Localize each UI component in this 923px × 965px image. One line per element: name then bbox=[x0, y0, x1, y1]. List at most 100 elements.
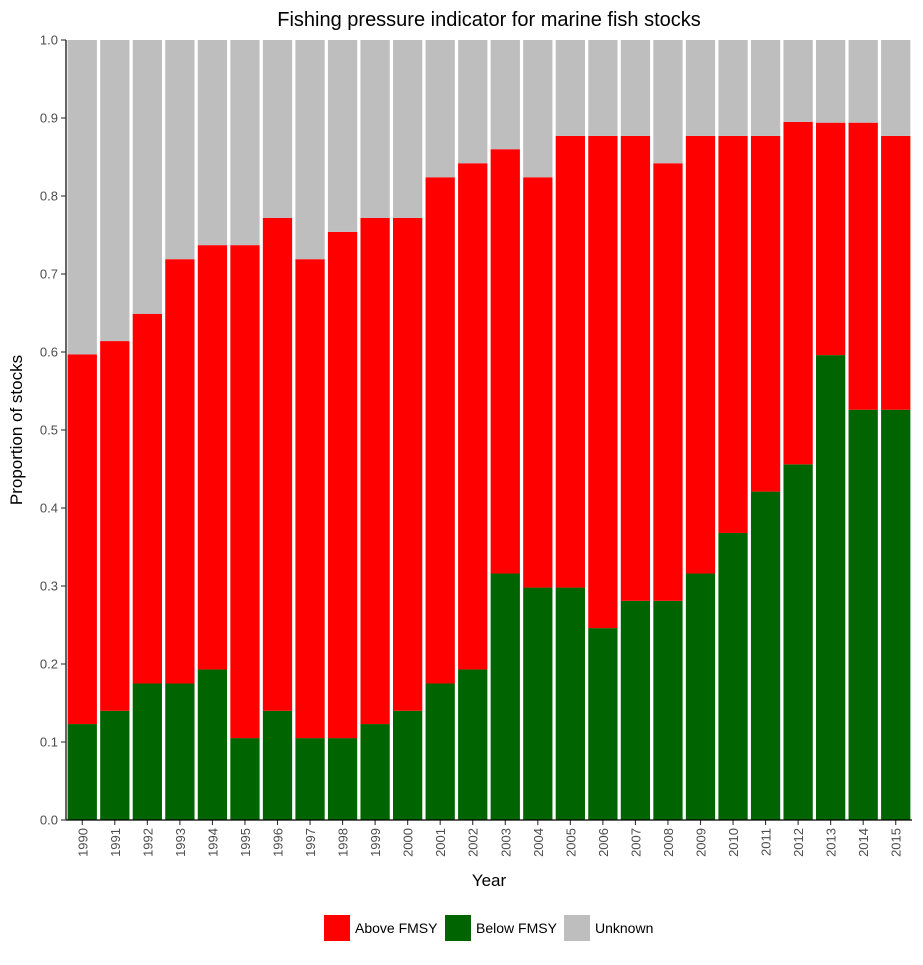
bar-segment-2014-unknown bbox=[848, 40, 878, 123]
bar-segment-2005-unknown bbox=[555, 40, 585, 136]
x-tick-label: 2005 bbox=[563, 828, 578, 857]
bar-segment-1995-above-fmsy bbox=[230, 245, 260, 739]
x-tick-label: 1992 bbox=[140, 828, 155, 857]
bar-segment-2002-unknown bbox=[458, 40, 488, 164]
bar-segment-2002-below-fmsy bbox=[458, 669, 488, 820]
bar-segment-2000-below-fmsy bbox=[393, 710, 423, 820]
bar-segment-2011-above-fmsy bbox=[750, 135, 781, 492]
y-tick-label: 0.6 bbox=[40, 345, 58, 360]
bar-segment-2004-below-fmsy bbox=[523, 587, 553, 820]
legend-label: Below FMSY bbox=[476, 920, 558, 936]
bar-segment-2000-above-fmsy bbox=[393, 217, 423, 711]
y-tick-label: 0.8 bbox=[40, 189, 58, 204]
bar-segment-2013-unknown bbox=[816, 40, 846, 123]
x-axis: 1990 1991 1992 1993 1994 1995 1996 1997 1998 1999… bbox=[66, 819, 912, 857]
bar-segment-1996-above-fmsy bbox=[262, 217, 293, 711]
bar-segment-2010-unknown bbox=[718, 40, 748, 136]
bar-segment-2015-unknown bbox=[881, 40, 911, 136]
bar-segment-2007-unknown bbox=[620, 40, 651, 136]
bar-segment-2009-above-fmsy bbox=[685, 135, 716, 574]
bar-segment-1992-below-fmsy bbox=[132, 683, 162, 820]
y-tick-label: 0.9 bbox=[40, 111, 58, 126]
x-tick-label: 2010 bbox=[726, 828, 741, 857]
x-tick-label: 2014 bbox=[856, 828, 871, 857]
x-tick-label: 2000 bbox=[401, 828, 416, 857]
bar-segment-2014-below-fmsy bbox=[848, 409, 878, 820]
x-axis-label: Year bbox=[472, 871, 507, 890]
y-tick-label: 0.4 bbox=[40, 501, 58, 516]
bar-segment-1991-below-fmsy bbox=[100, 710, 130, 820]
y-tick-label: 0.0 bbox=[40, 813, 58, 828]
bar-segment-1994-unknown bbox=[197, 40, 228, 246]
bar-segment-2010-above-fmsy bbox=[718, 135, 748, 533]
y-tick-label: 0.1 bbox=[40, 735, 58, 750]
bar-segment-2010-below-fmsy bbox=[718, 532, 748, 820]
bar-segment-2009-below-fmsy bbox=[685, 573, 716, 820]
x-tick-label: 2006 bbox=[596, 828, 611, 857]
bar-segment-1991-unknown bbox=[100, 40, 130, 342]
legend-item-below-fmsy: Below FMSY bbox=[445, 915, 558, 941]
bar-segment-2002-above-fmsy bbox=[458, 163, 488, 670]
bar-segment-1999-below-fmsy bbox=[360, 724, 390, 820]
y-axis: 0.0 0.1 0.2 0.3 0.4 0.5 0.6 0.7 0.8 0.9 1.0 bbox=[40, 33, 67, 828]
x-tick-label: 2004 bbox=[531, 828, 546, 857]
bar-segment-1995-unknown bbox=[230, 40, 260, 246]
bar-segment-2005-below-fmsy bbox=[555, 587, 585, 820]
legend-label: Above FMSY bbox=[355, 920, 438, 936]
bar-segment-2011-below-fmsy bbox=[750, 491, 781, 820]
bar-segment-2012-above-fmsy bbox=[783, 121, 813, 465]
bar-segment-2008-below-fmsy bbox=[653, 600, 683, 820]
bar-segment-1993-unknown bbox=[165, 40, 195, 260]
bar-segment-1997-below-fmsy bbox=[295, 738, 325, 820]
y-tick-label: 1.0 bbox=[40, 33, 58, 48]
plot-area bbox=[67, 40, 911, 820]
bar-segment-1999-unknown bbox=[360, 40, 390, 218]
bar-segment-2015-below-fmsy bbox=[881, 409, 911, 820]
bar-segment-1997-above-fmsy bbox=[295, 259, 325, 739]
bar-segment-1991-above-fmsy bbox=[100, 341, 130, 711]
bar-segment-2008-above-fmsy bbox=[653, 163, 683, 601]
bar-segment-1999-above-fmsy bbox=[360, 217, 390, 725]
legend-item-above-fmsy: Above FMSY bbox=[324, 915, 438, 941]
x-tick-label: 1999 bbox=[368, 828, 383, 857]
bar-segment-2013-above-fmsy bbox=[816, 122, 846, 356]
x-tick-label: 1998 bbox=[336, 828, 351, 857]
x-tick-label: 1990 bbox=[75, 828, 90, 857]
bar-segment-1998-unknown bbox=[327, 40, 358, 232]
bar-segment-2014-above-fmsy bbox=[848, 122, 878, 410]
x-tick-label: 1994 bbox=[205, 828, 220, 857]
x-tick-label: 2012 bbox=[791, 828, 806, 857]
x-tick-label: 1995 bbox=[238, 828, 253, 857]
bar-segment-2003-below-fmsy bbox=[490, 573, 520, 820]
bar-segment-2013-below-fmsy bbox=[816, 355, 846, 820]
bar-segment-2003-above-fmsy bbox=[490, 149, 520, 574]
bar-segment-1996-unknown bbox=[262, 40, 293, 218]
bar-segment-1993-below-fmsy bbox=[165, 683, 195, 820]
bar-segment-2001-above-fmsy bbox=[425, 177, 455, 684]
x-tick-label: 2002 bbox=[466, 828, 481, 857]
bar-segment-2012-unknown bbox=[783, 40, 813, 122]
bar-segment-2004-unknown bbox=[523, 40, 553, 178]
y-tick-label: 0.2 bbox=[40, 657, 58, 672]
x-tick-label: 2015 bbox=[889, 828, 904, 857]
bar-segment-2005-above-fmsy bbox=[555, 135, 585, 588]
bar-segment-2012-below-fmsy bbox=[783, 464, 813, 820]
bar-segment-1992-unknown bbox=[132, 40, 162, 314]
bar-segment-2006-above-fmsy bbox=[588, 135, 618, 629]
y-tick-label: 0.5 bbox=[40, 423, 58, 438]
bar-segment-1992-above-fmsy bbox=[132, 313, 162, 684]
bar-segment-2007-below-fmsy bbox=[620, 600, 651, 820]
bar-segment-2008-unknown bbox=[653, 40, 683, 164]
x-tick-label: 1996 bbox=[271, 828, 286, 857]
x-tick-label: 2009 bbox=[694, 828, 709, 857]
x-tick-label: 2007 bbox=[628, 828, 643, 857]
bar-segment-2011-unknown bbox=[750, 40, 781, 136]
legend-swatch bbox=[324, 915, 350, 941]
y-tick-label: 0.7 bbox=[40, 267, 58, 282]
legend-swatch bbox=[445, 915, 471, 941]
x-tick-label: 2013 bbox=[824, 828, 839, 857]
bar-segment-1994-below-fmsy bbox=[197, 669, 228, 820]
chart-title: Fishing pressure indicator for marine fi… bbox=[277, 9, 701, 31]
bar-segment-2004-above-fmsy bbox=[523, 177, 553, 588]
